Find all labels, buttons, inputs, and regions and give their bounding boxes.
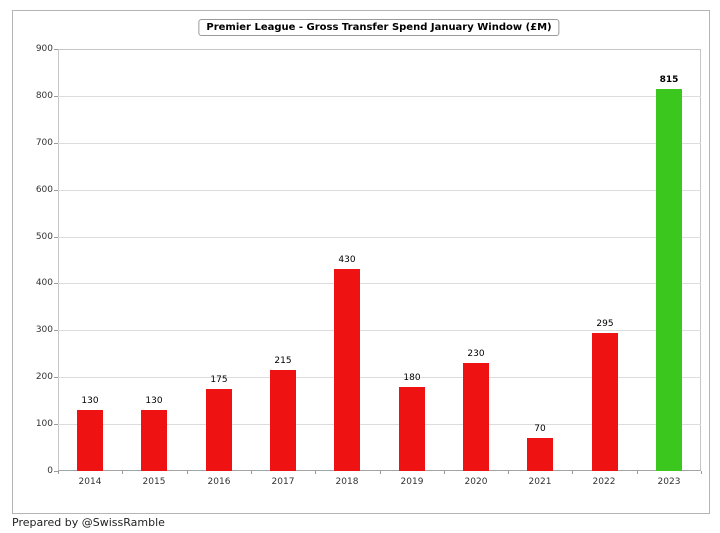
x-axis-tick [508,471,509,474]
x-axis-tick [637,471,638,474]
bar [527,438,553,471]
x-axis-tick [701,471,702,474]
y-axis-tick [54,143,58,144]
x-tick-label: 2014 [78,477,102,487]
x-tick-label: 2021 [528,477,552,487]
x-tick-label: 2018 [335,477,359,487]
y-axis-tick [54,49,58,50]
y-axis-tick [54,330,58,331]
bar [270,370,296,471]
x-tick-label: 2022 [592,477,616,487]
y-tick-label: 200 [35,372,53,382]
y-tick-label: 100 [35,419,53,429]
bar-value-label: 230 [467,349,485,359]
bar [592,333,618,471]
gridline [58,237,701,238]
x-tick-label: 2023 [657,477,681,487]
x-axis-tick [187,471,188,474]
gridline [58,330,701,331]
chart-frame: Premier League - Gross Transfer Spend Ja… [12,10,710,514]
bar-value-label: 815 [659,75,679,85]
x-axis-tick [315,471,316,474]
gridline [58,96,701,97]
y-axis-tick [54,424,58,425]
bar [399,387,425,471]
credit-text: Prepared by @SwissRamble [12,516,165,529]
x-tick-label: 2016 [207,477,231,487]
bar-value-label: 180 [403,373,421,383]
x-axis-tick [444,471,445,474]
y-axis-tick [54,283,58,284]
x-axis-tick [380,471,381,474]
gridline [58,283,701,284]
y-axis-tick [54,190,58,191]
y-tick-label: 400 [35,278,53,288]
x-tick-label: 2017 [271,477,295,487]
bar-value-label: 215 [274,356,292,366]
bar-value-label: 430 [338,255,356,265]
y-tick-label: 800 [35,91,53,101]
y-tick-label: 900 [35,44,53,54]
x-axis-tick [251,471,252,474]
y-axis-tick [54,237,58,238]
gridline [58,424,701,425]
y-tick-label: 500 [35,232,53,242]
x-tick-label: 2019 [400,477,424,487]
gridline [58,190,701,191]
y-axis-tick [54,96,58,97]
bar-value-label: 130 [81,396,99,406]
bar [463,363,489,471]
x-tick-label: 2020 [464,477,488,487]
gridline [58,377,701,378]
bar-value-label: 70 [534,424,546,434]
y-axis-tick [54,471,58,472]
bar [656,89,682,471]
bar [206,389,232,471]
x-axis-tick [58,471,59,474]
y-tick-label: 0 [47,466,53,476]
x-axis-tick [122,471,123,474]
bar-value-label: 130 [145,396,163,406]
bar [334,269,360,471]
bar [141,410,167,471]
bar-value-label: 175 [210,375,228,385]
gridline [58,143,701,144]
chart-title: Premier League - Gross Transfer Spend Ja… [198,19,560,36]
y-tick-label: 300 [35,325,53,335]
bar-value-label: 295 [596,319,614,329]
y-axis-tick [54,377,58,378]
y-tick-label: 700 [35,138,53,148]
x-tick-label: 2015 [142,477,166,487]
x-axis-tick [572,471,573,474]
y-tick-label: 600 [35,185,53,195]
bar [77,410,103,471]
